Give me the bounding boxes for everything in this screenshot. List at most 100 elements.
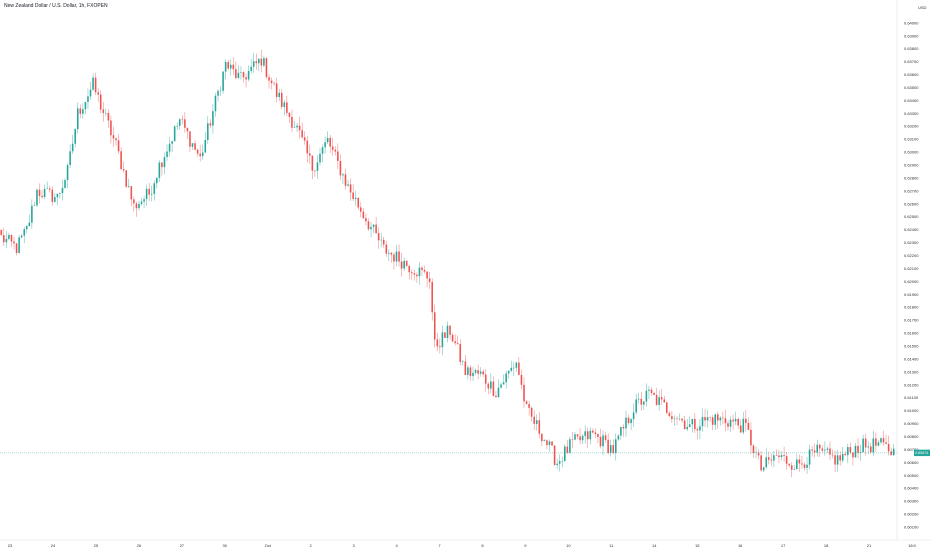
candle (426, 271, 428, 288)
candle-body (54, 197, 56, 202)
candle-body (311, 155, 314, 171)
candle-body (824, 449, 826, 451)
price-axis[interactable]: 0.64000 0.63900 0.63800 0.63700 0.63600 0.635… (904, 20, 919, 529)
candle (676, 416, 678, 425)
candle-body (411, 272, 413, 274)
candle-body (367, 221, 370, 230)
candle (433, 304, 436, 348)
price-tick-label: 0.61700 (904, 318, 919, 323)
candle-body (561, 461, 564, 462)
time-tick-label: 8 (481, 543, 484, 548)
candle (428, 271, 431, 290)
candle-body (286, 102, 288, 113)
time-tick-label: 18:0 (908, 543, 917, 548)
candle-body (94, 77, 97, 93)
candle (421, 265, 423, 276)
candle (94, 72, 97, 96)
candle-body (655, 394, 658, 405)
candle-body (403, 260, 405, 269)
candle-body (449, 325, 451, 335)
candle-body (793, 469, 796, 470)
candle-body (699, 426, 701, 431)
price-tick-label: 0.62900 (904, 163, 919, 168)
candle (543, 439, 546, 442)
candle (207, 116, 209, 145)
candle (831, 449, 834, 459)
candle-body (716, 414, 719, 421)
candle-body (194, 143, 196, 150)
candle (380, 232, 382, 248)
candle (258, 58, 260, 72)
price-tick-label: 0.60500 (904, 473, 919, 478)
candle-body (278, 92, 280, 97)
candle (836, 449, 839, 472)
price-tick-label: 0.62100 (904, 266, 919, 271)
candle-body (380, 239, 382, 241)
candle (43, 184, 46, 200)
time-axis[interactable]: 23 24 25 26 27 30 Oct 2 3 4 7 8 9 10 11 14 15 16 17 18 21 18:… (8, 543, 917, 548)
candle (885, 434, 887, 445)
candle-body (227, 61, 230, 69)
candle (780, 451, 783, 461)
candle (303, 131, 306, 145)
candle (163, 152, 166, 175)
candle (84, 101, 87, 115)
candle (252, 53, 255, 73)
candle-body (130, 186, 133, 200)
price-tick-label: 0.63700 (904, 59, 919, 64)
candle-body (48, 188, 51, 190)
candle-body (127, 186, 130, 187)
candle (97, 87, 99, 102)
candle (280, 89, 283, 110)
candle-body (66, 165, 69, 181)
candle (444, 332, 446, 339)
candle-body (219, 90, 222, 92)
candle (321, 144, 324, 163)
candle-body (321, 147, 324, 154)
candle (650, 387, 653, 396)
candle (803, 462, 806, 471)
candle-body (513, 367, 515, 369)
candle-body (71, 143, 74, 152)
candle-body (711, 417, 714, 425)
price-tick-label: 0.63600 (904, 72, 919, 77)
candle-body (393, 254, 395, 262)
candle (688, 416, 691, 428)
candle-body (607, 439, 609, 454)
candle (696, 426, 699, 440)
price-tick-label: 0.63500 (904, 85, 919, 90)
candle (222, 71, 224, 94)
candle (668, 411, 671, 418)
candle-body (423, 269, 426, 272)
candle-body (709, 417, 711, 418)
candle-body (428, 278, 431, 282)
candle-body (877, 442, 880, 446)
candle (617, 433, 620, 441)
candle (54, 193, 56, 203)
candle-body (862, 438, 864, 452)
candle-body (260, 58, 263, 66)
candle-body (701, 417, 704, 427)
candle (635, 393, 637, 415)
candle-body (706, 417, 709, 421)
candle (352, 184, 354, 202)
candle (398, 244, 400, 267)
candle (209, 119, 212, 129)
candle (331, 137, 334, 156)
candle-body (729, 419, 732, 427)
candle (23, 226, 26, 244)
candle-body (38, 189, 41, 196)
candle-body (217, 90, 219, 96)
candle-body (224, 61, 227, 72)
candle (609, 439, 612, 457)
candle-body (191, 143, 194, 147)
candle (576, 434, 579, 440)
candle-body (163, 157, 166, 168)
candle-body (326, 137, 329, 143)
candle (367, 218, 370, 232)
candle (711, 414, 714, 431)
candle-body (576, 434, 579, 437)
candle (546, 439, 548, 450)
